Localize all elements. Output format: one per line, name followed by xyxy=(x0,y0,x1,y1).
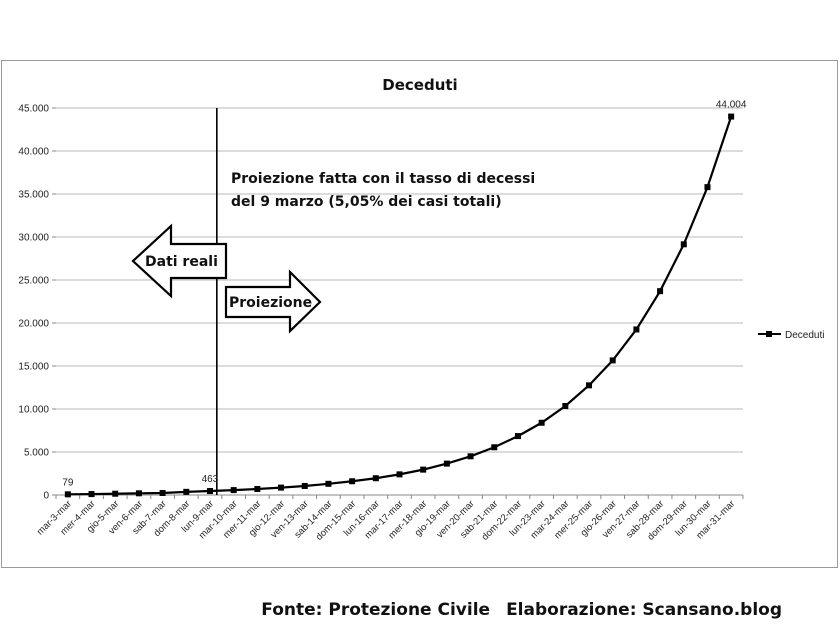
annotation-line-1: Proiezione fatta con il tasso di decessi xyxy=(231,171,535,187)
data-point xyxy=(301,482,308,489)
footer-elaboration: Elaborazione: Scansano.blog xyxy=(506,600,782,620)
y-tick-label: 30.000 xyxy=(18,233,49,244)
series-deceduti xyxy=(64,113,735,498)
footer: Fonte: Protezione Civile Elaborazione: Sc… xyxy=(0,600,840,620)
left-arrow-icon xyxy=(131,223,228,299)
y-tick-label: 25.000 xyxy=(18,276,49,287)
data-point xyxy=(443,460,450,467)
data-point xyxy=(680,241,687,248)
data-point xyxy=(633,326,640,333)
data-point xyxy=(183,488,190,495)
y-axis: 0 5.000 10.000 15.000 20.000 25.000 30.000 35.0… xyxy=(18,104,56,502)
chart-frame xyxy=(1,60,838,568)
data-label: 44.004 xyxy=(716,100,747,111)
legend-label: Deceduti xyxy=(785,330,824,341)
data-point xyxy=(349,478,356,485)
data-point xyxy=(278,484,285,491)
data-point xyxy=(159,489,166,496)
data-point xyxy=(135,490,142,497)
arrow-right-label: Proiezione xyxy=(229,295,312,311)
arrow-proiezione: Proiezione xyxy=(224,269,322,334)
data-point xyxy=(254,485,261,492)
right-arrow-icon xyxy=(224,269,322,334)
data-point xyxy=(609,357,616,364)
arrow-dati-reali: Dati reali xyxy=(131,223,228,299)
footer-source: Fonte: Protezione Civile xyxy=(261,600,491,620)
data-point xyxy=(467,453,474,460)
x-axis: mar-3-marmer-4-margio-5-marven-6-marsab-… xyxy=(35,495,744,543)
y-tick-label: 5.000 xyxy=(24,448,49,459)
y-tick-label: 10.000 xyxy=(18,405,49,416)
chart: Deceduti 0 5.000 10.000 15.000 20.000 25.000 3… xyxy=(18,76,824,543)
data-labels: 79 463 44.004 xyxy=(62,100,747,489)
data-point xyxy=(586,382,593,389)
data-point xyxy=(562,402,569,409)
data-point xyxy=(325,480,332,487)
y-tick-label: 0 xyxy=(43,491,49,502)
data-point xyxy=(64,491,71,498)
data-point xyxy=(728,113,735,120)
data-point xyxy=(230,487,237,494)
legend-marker-icon xyxy=(766,331,772,337)
y-tick-label: 20.000 xyxy=(18,319,49,330)
y-tick-label: 40.000 xyxy=(18,147,49,158)
arrow-left-label: Dati reali xyxy=(145,254,218,270)
data-point xyxy=(704,184,711,191)
data-point xyxy=(112,490,119,497)
data-point xyxy=(396,471,403,478)
data-point xyxy=(206,488,213,495)
data-point xyxy=(88,491,95,498)
data-label: 463 xyxy=(202,474,219,485)
data-point xyxy=(538,419,545,426)
y-tick-label: 15.000 xyxy=(18,362,49,373)
chart-title: Deceduti xyxy=(382,76,457,94)
data-point xyxy=(372,475,379,482)
gridlines xyxy=(56,107,743,453)
data-label: 79 xyxy=(62,477,74,488)
y-tick-label: 45.000 xyxy=(18,104,49,115)
y-tick-label: 35.000 xyxy=(18,190,49,201)
data-point xyxy=(491,444,498,451)
data-point xyxy=(514,433,521,440)
legend: Deceduti xyxy=(758,330,824,341)
annotation-line-2: del 9 marzo (5,05% dei casi totali) xyxy=(231,194,502,210)
data-point xyxy=(420,466,427,473)
data-point xyxy=(657,288,664,295)
